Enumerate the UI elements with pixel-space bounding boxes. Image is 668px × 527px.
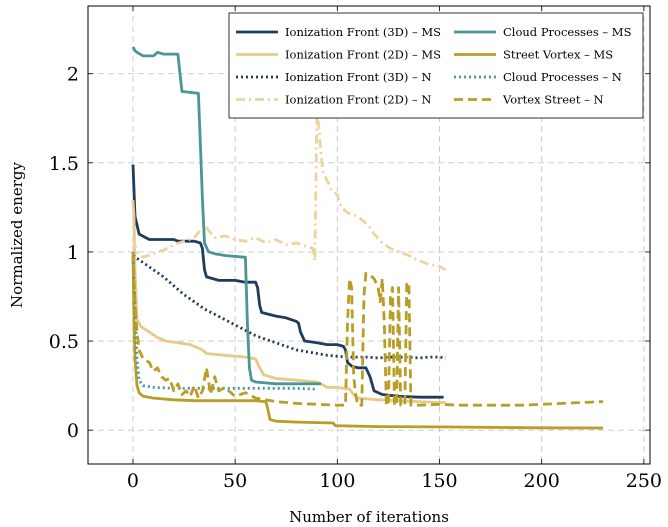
series-line-6 <box>131 255 604 430</box>
legend-label: Cloud Processes – N <box>503 70 622 84</box>
legend-label: Ionization Front (3D) – N <box>285 70 431 84</box>
y-tick-label: 1 <box>67 242 79 264</box>
x-tick-label: 200 <box>524 470 560 492</box>
series-line-5 <box>131 46 321 386</box>
y-tick-label: 0 <box>67 420 79 442</box>
series-line-4 <box>131 111 447 272</box>
legend-label: Vortex Street – N <box>502 93 604 107</box>
x-tick-label: 100 <box>319 470 355 492</box>
axis-ticks: 0 50 100 150 200 250 0 0.5 1 1.5 2 <box>49 6 662 492</box>
legend-label: Ionization Front (2D) – MS <box>285 48 441 62</box>
x-tick-label: 0 <box>127 470 139 492</box>
legend-box <box>228 12 644 119</box>
series-line-8 <box>131 251 604 407</box>
x-tick-label: 150 <box>421 470 457 492</box>
y-tick-label: 1.5 <box>49 153 79 175</box>
legend-label: Ionization Front (2D) – N <box>285 93 431 107</box>
series-line-7 <box>131 251 317 391</box>
series-line-1 <box>131 164 444 399</box>
legend-label: Cloud Processes – MS <box>503 25 632 39</box>
series-layer <box>131 46 604 430</box>
y-tick-label: 0.5 <box>49 331 79 353</box>
plot-frame <box>87 5 651 465</box>
legend-label: Street Vortex – MS <box>503 48 613 62</box>
legend: Ionization Front (3D) – MS Ionization Fro… <box>228 12 644 119</box>
x-tick-label: 250 <box>626 470 662 492</box>
y-axis-title: Normalized energy <box>8 162 26 308</box>
x-tick-label: 50 <box>223 470 247 492</box>
x-axis-title: Number of iterations <box>289 508 449 526</box>
y-tick-label: 2 <box>67 64 79 86</box>
legend-label: Ionization Front (3D) – MS <box>285 25 441 39</box>
